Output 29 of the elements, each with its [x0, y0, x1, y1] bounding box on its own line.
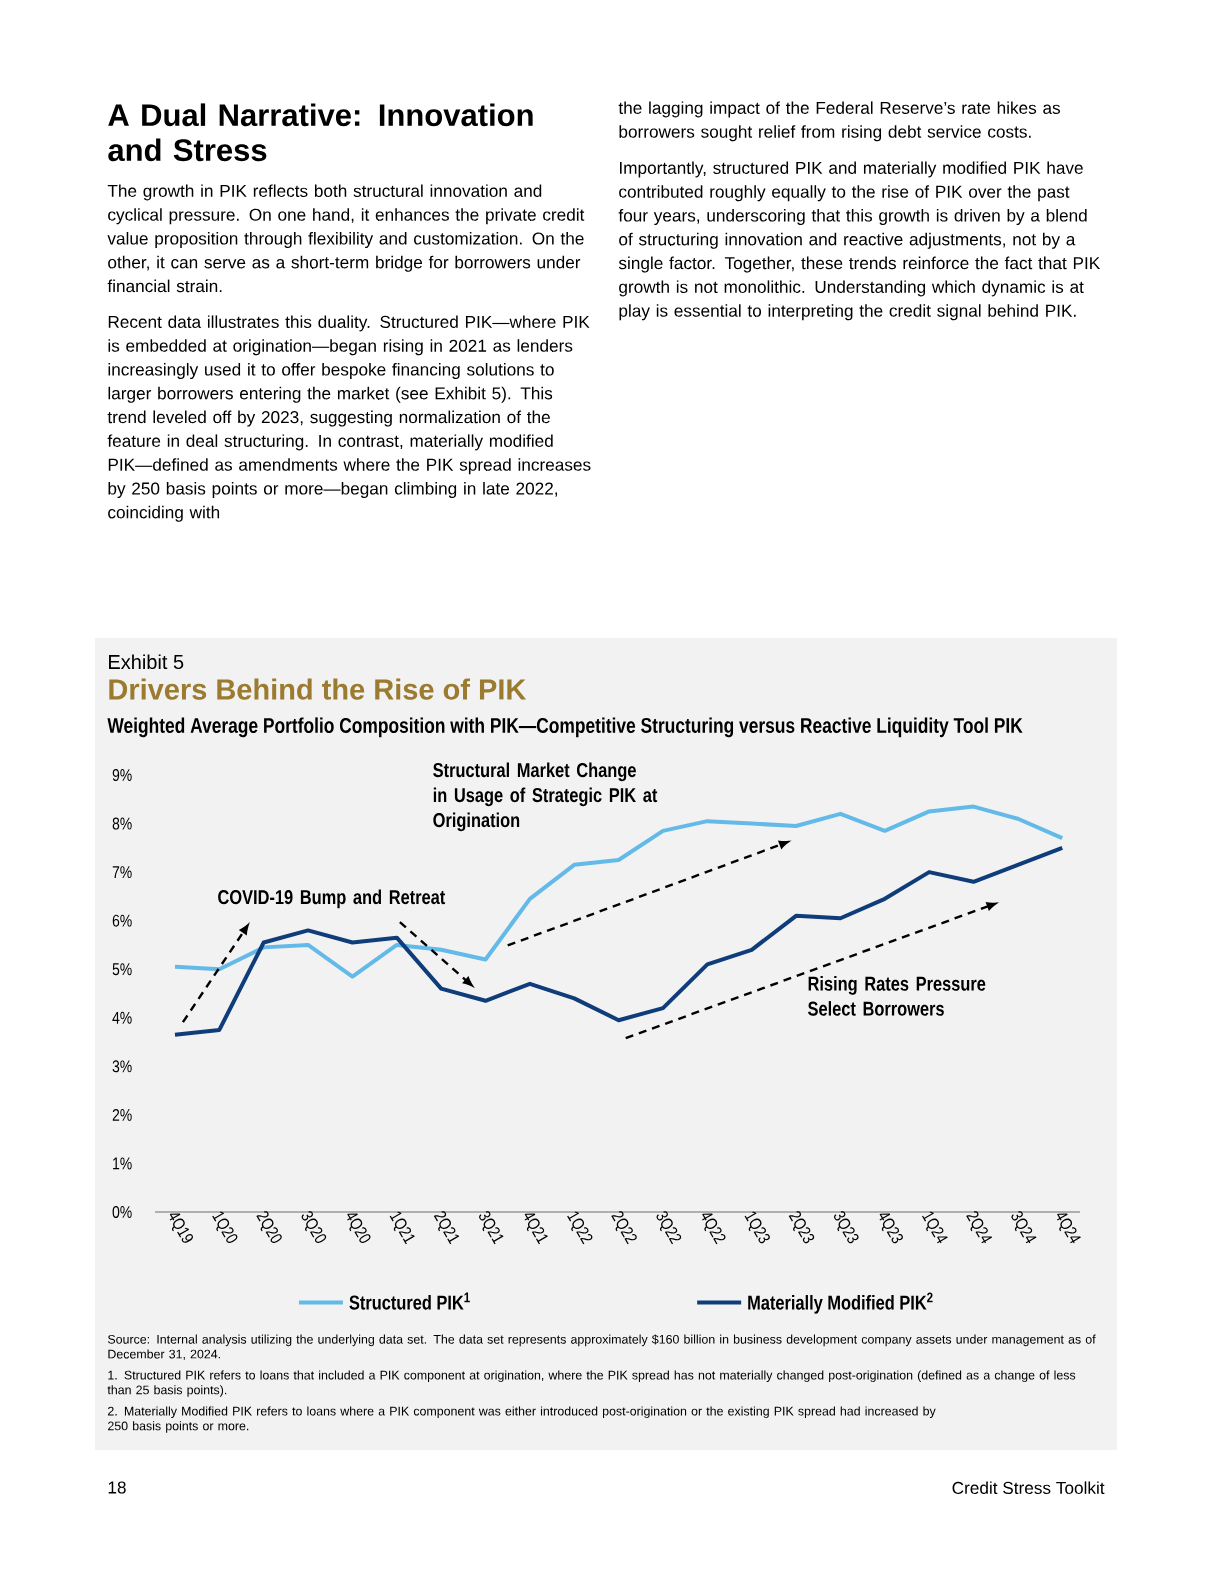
text: Credit Stress Toolkit [952, 1481, 1105, 1495]
y-tick-label: 1% [113, 1157, 132, 1170]
y-tick-label: 7% [112, 866, 132, 879]
text: the lagging impact of the Federal Reserve’s rate hikes as borrowers sought relief from rising debt service costs. [618, 101, 1061, 142]
y-tick-label: 9% [112, 769, 132, 782]
y-tick-label: 8% [112, 817, 132, 830]
y-tick-label: 3% [112, 1060, 132, 1073]
y-tick-label: 5% [112, 963, 132, 976]
text: Exhibit 5 [109, 654, 184, 670]
y-tick-label: 4% [112, 1011, 132, 1024]
text: Importantly, structured PIK and materially modified PIK have contributed roughly equally to the rise of PIK over the past four years, underscoring that this growth is driven by a blend of structuring innovation and reactive adjustments, not by a single factor. Together, these trends reinforce the fact that PIK growth is not monolithic. Understanding which dynamic is at play is essential to interpreting the credit signal behind PIK. [618, 161, 1101, 321]
text: 2. Materially Modified PIK refers to loans where a PIK component was either introduced post-origination or the existing PIK spread had increased by 250 basis points or more. [108, 1406, 936, 1433]
y-tick-label: 6% [112, 914, 132, 927]
chart-title: Drivers Behind the Rise of PIK [109, 678, 527, 700]
source-note: Source: Internal analysis utilizing the underlying data set. The data set represents approximately $160 billion in business development company assets under management as of December 31, 2024. [107, 1334, 1096, 1360]
line-series [172, 845, 1065, 1037]
annotation: Rising Rates Pressure Select Borrowers [808, 976, 986, 1016]
text: A Dual Narrative: Innovation and Stress [108, 103, 533, 162]
text: 18 [108, 1481, 126, 1494]
text: 1. Structured PIK refers to loans that included a PIK component at origination, where the PIK spread has not materially changed post-origination (defined as a change of less than 25 basis points). [107, 1370, 1076, 1397]
y-tick-label: 2% [112, 1108, 132, 1121]
text: The growth in PIK reflects both structural innovation and cyclical pressure. On one hand, it enhances the private credit value proposition through flexibility and customization. On the other, it can serve as a short-term bridge for borrowers under financial strain. [107, 184, 585, 293]
chart-subtitle: Weighted Average Portfolio Composition with PIK—Competitive Structuring versus Reactive Liquidity Tool PIK [107, 717, 1023, 738]
text: Recent data illustrates this duality. Structured PIK—where PIK is embedded at origination—began rising in 2021 as lenders increasingly used it to offer bespoke financing solutions to larger borrowers entering the market (see Exhibit 5). This trend leveled off by 2023, suggesting normalization of the feature in deal structuring. In contrast, materially modified PIK—defined as amendments where the PIK spread increases by 250 basis points or more—began climbing in late 2022, coinciding with [107, 315, 591, 522]
legend-label: Structured PIK$^{1}$ [349, 1292, 470, 1310]
annotation: Structural Market Change in Usage of Strategic PIK at Origination [433, 762, 658, 832]
annotation: COVID-19 Bump and Retreat [218, 889, 446, 909]
y-tick-label: 0% [112, 1205, 132, 1218]
legend-label: Materially Modified PIK$^{2}$ [748, 1292, 933, 1314]
